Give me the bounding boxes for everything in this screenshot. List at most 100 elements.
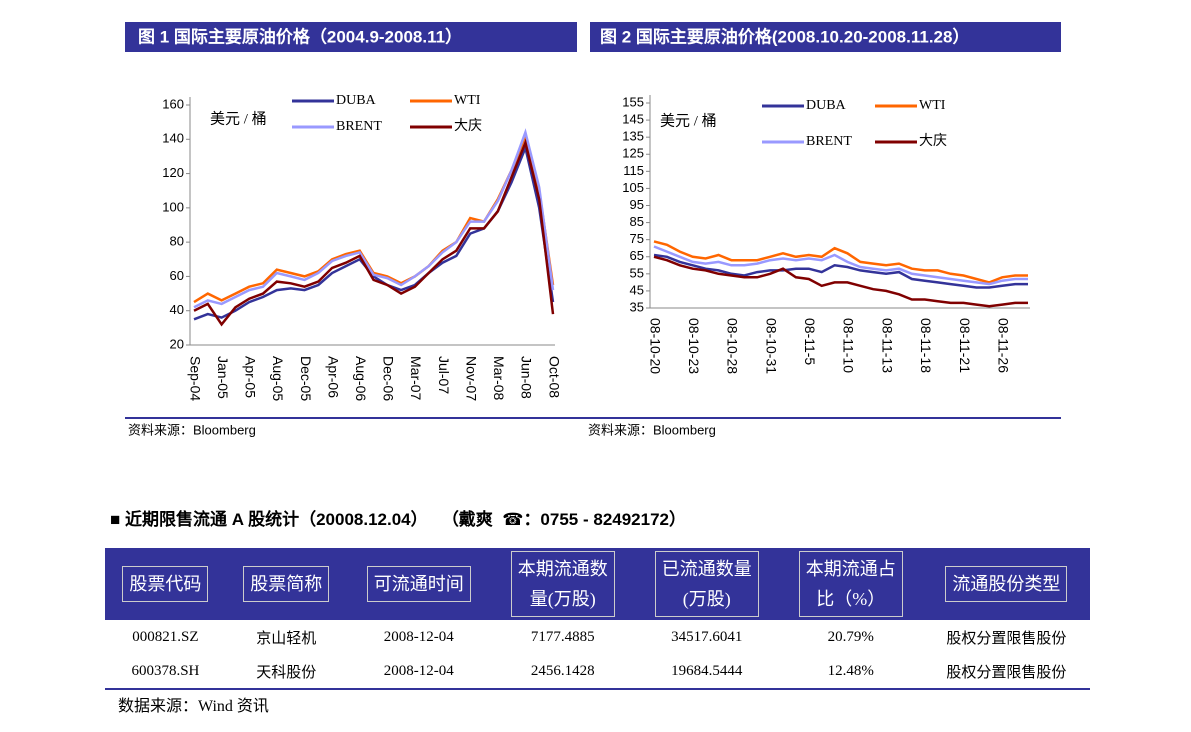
header-text: 股票简称 [250,574,323,594]
y-tick-label: 85 [630,214,644,229]
phone: ：0755 - 82492172） [523,510,686,529]
x-tick-label: Apr-06 [325,356,341,398]
header-box: 本期流通占比（%） [798,551,903,617]
table-cell: 股权分置限售股份 [946,630,1067,647]
table-cell: 12.48% [778,654,923,690]
y-tick-label: 100 [162,199,184,214]
header-bar [590,22,1061,52]
y-tick-label: 125 [622,146,644,161]
x-tick-label: 08-11-18 [918,318,934,373]
y-tick-label: 140 [162,131,184,146]
header-box: 可流通时间 [366,566,471,602]
header-text: 量(万股) [529,589,596,609]
header-text: 比（%） [816,589,886,609]
section-title-text: 近期限售流通 A 股统计（20008.12.04） [125,510,428,529]
header-box: 本期流通数量(万股) [510,551,615,617]
source: 数据来源：Wind 资讯 [118,698,269,715]
header-text: 流通股份类型 [952,574,1061,594]
x-tick-label: Dec-05 [298,356,314,401]
header-text: 本期流通数 [517,559,608,579]
table-row: 600378.SH 天科股份 2008-12-04 2456.1428 19684.54… [105,654,1090,690]
legend-label: DUBA [336,93,377,108]
table-cell: 600378.SH [105,654,226,690]
table-cell: 京山轻机 [256,630,317,647]
header-cell: 已流通数量 (万股) [635,548,779,620]
series-line [193,138,555,327]
legend-label: DUBA [806,98,847,113]
header-cell: 本期流通占比（%） [779,548,923,620]
source: 资料来源：Bloomberg [588,422,716,437]
y-tick-label: 135 [622,129,644,144]
x-tick-label: Aug-06 [353,356,369,401]
header-box: 流通股份类型 [945,566,1068,602]
table-row: 000821.SZ 京山轻机 2008-12-04 7177.4885 34517.60… [105,620,1090,654]
header-box: 已流通数量 (万股) [654,551,759,617]
table-cell: 34517.6041 [671,628,743,645]
series-line [193,143,555,321]
series-line [653,253,1028,289]
table-cell: 000821.SZ [132,628,199,645]
series-line [653,245,1028,286]
header-box: 股票代码 [122,566,209,602]
x-tick-label: Sep-04 [187,356,203,401]
header-box: 股票简称 [243,566,330,602]
x-tick-label: Aug-05 [270,356,286,401]
source: 资料来源：Bloomberg [128,422,256,437]
y-tick-label: 20 [170,336,184,351]
legend-label: WTI [919,98,946,113]
table-cell: 2008-12-04 [383,628,454,645]
table-body: 000821.SZ 京山轻机 2008-12-04 7177.4885 34517.60… [105,620,1090,690]
table-cell: 2456.1428 [490,654,635,690]
y-tick-label: 155 [622,94,644,109]
x-tick-label: Jan-05 [215,356,231,399]
header-text: 可流通时间 [373,574,464,594]
x-tick-label: Dec-06 [381,356,397,401]
header-cell: 本期流通数量(万股) [491,548,635,620]
x-tick-label: Jul-07 [436,356,452,394]
y-tick-label: 145 [622,112,644,127]
unit-label: 美元 / 桶 [660,112,717,129]
y-tick-label: 80 [170,234,184,249]
charts: 图 1 国际主要原油价格（2004.9-2008.11） 图 2 国际主要原油价… [125,22,1061,437]
legend-label: WTI [454,93,481,108]
header-cell: 流通股份类型 [923,548,1090,620]
table-cell: 20.79% [827,628,874,645]
x-tick-label: 08-10-28 [725,318,741,374]
header-cell: 股票代码 [105,548,226,620]
x-tick-label: Oct-08 [546,356,562,398]
header-cell: 股票简称 [226,548,347,620]
x-tick-label: Apr-05 [243,356,259,398]
x-tick-label: Jun-08 [519,356,535,399]
y-tick-label: 95 [630,197,644,212]
chart-title: 图 1 国际主要原油价格（2004.9-2008.11） [138,26,462,46]
table-cell: 2008-12-04 [346,654,491,690]
table-cell: 股权分置限售股份 [922,654,1090,690]
header-text: 已流通数量 [661,559,752,579]
y-tick-label: 40 [170,302,184,317]
y-tick-label: 115 [623,163,644,178]
x-tick-label: 08-10-31 [763,318,779,374]
x-tick-label: Nov-07 [463,356,479,401]
unit-label: 美元 / 桶 [210,110,267,127]
x-tick-label: 08-11-26 [996,318,1012,373]
table-cell: 19684.5444 [634,654,779,690]
section-title: ■ 近期限售流通 A 股统计（20008.12.04） （戴爽 ☎：0755 -… [110,510,686,529]
y-tick-label: 160 [162,96,184,111]
series-line [193,128,555,309]
legend-label: BRENT [806,134,852,149]
header-text: (万股) [682,589,731,609]
y-tick-label: 65 [630,248,644,263]
header-text: 本期流通占 [805,559,896,579]
x-tick-label: 08-11-13 [879,318,895,373]
x-tick-label: 08-10-20 [647,318,663,374]
legend-label: BRENT [336,119,382,134]
table: 股票代码 股票简称 可流通时间 本期流通数量(万股) 已流通数量 (万股) 本期流通占比（%… [105,548,1090,690]
chart-title: 图 2 国际主要原油价格(2008.10.20-2008.11.28） [600,26,969,46]
header-bar [125,22,577,52]
header-text: 股票代码 [129,574,202,594]
x-tick-label: Mar-07 [408,356,424,401]
table-cell: 7177.4885 [530,628,595,645]
x-tick-label: 08-11-5 [802,318,818,365]
y-tick-label: 35 [630,299,644,314]
